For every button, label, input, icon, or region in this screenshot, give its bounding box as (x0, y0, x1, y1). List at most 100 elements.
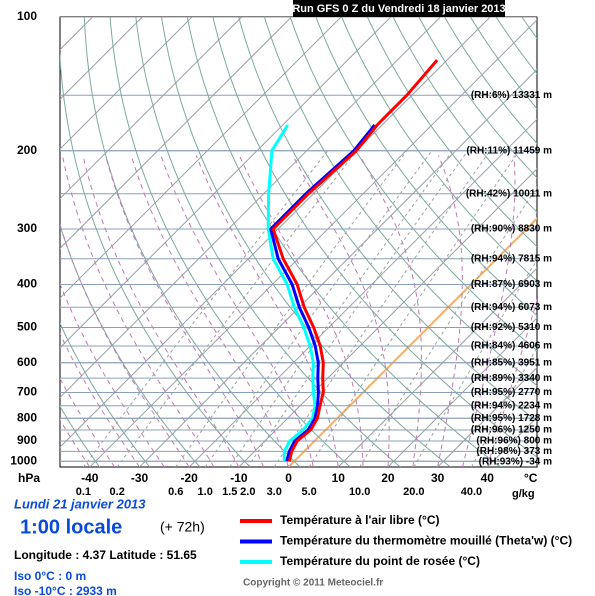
rh-label: (RH:94%) 2234 m (471, 400, 552, 411)
y-tick-label: 300 (17, 221, 37, 235)
moist-adiabat (437, 155, 463, 467)
w-tick-label: 3.0 (267, 486, 282, 498)
mixing-ratio-line (413, 259, 537, 467)
dry-adiabat (418, 17, 537, 179)
w-tick-label: 0.6 (168, 486, 183, 498)
x-tick-label: 40 (481, 471, 495, 485)
dry-adiabat (469, 17, 537, 110)
rh-label: (RH:98%) 373 m (476, 446, 552, 457)
w-tick-label: 2.0 (240, 486, 255, 498)
background-lines (0, 11, 595, 467)
x-tick-label: -40 (81, 471, 99, 485)
w-tick-label: 0.1 (76, 486, 91, 498)
y-tick-label: 1000 (10, 453, 37, 467)
legend-label: Température du thermomètre mouillé (Thet… (280, 534, 572, 548)
rh-label: (RH:42%) 10011 m (466, 188, 552, 199)
moist-adiabat (292, 155, 390, 467)
isotherm-extra (60, 17, 143, 101)
mixing-ratio-line (229, 150, 453, 467)
rh-label: (RH:6%) 13331 m (471, 90, 552, 101)
isotherm-extra (60, 17, 292, 250)
rh-label: (RH:90%) 8830 m (471, 224, 552, 235)
x-tick-label: 0 (285, 471, 292, 485)
dry-adiabat (212, 17, 537, 458)
rh-label: (RH:95%) 1728 m (471, 413, 552, 424)
rh-label: (RH:92%) 5310 m (471, 322, 552, 333)
moist-adiabat (105, 155, 265, 467)
moist-adiabat (60, 282, 165, 467)
w-tick-label: 40.0 (461, 486, 482, 498)
legend-label: Température à l'air libre (°C) (280, 513, 439, 527)
w-tick-label: 1.0 (198, 486, 213, 498)
rh-label: (RH:94%) 7815 m (471, 253, 552, 264)
valid-date: Lundi 21 janvier 2013 (14, 496, 146, 511)
rh-label: (RH:87%) 6903 m (471, 279, 552, 290)
dry-adiabat (238, 17, 537, 422)
rh-label: (RH:94%) 6073 m (471, 302, 552, 313)
x-tick-label: -10 (230, 471, 248, 485)
moist-adiabat (160, 155, 314, 467)
iso-10: Iso -10°C : 2933 m (14, 584, 117, 596)
rh-label: (RH:95%) 2770 m (471, 387, 552, 398)
y-tick-label: 100 (17, 9, 37, 23)
plot-area (59, 16, 538, 468)
rh-label: (RH:93%) -34 m (479, 457, 552, 468)
dry-adiabat (569, 11, 595, 467)
y-tick-label: 200 (17, 143, 37, 157)
rh-label: (RH:89%) 3340 m (471, 373, 552, 384)
x-tick-label: -30 (131, 471, 149, 485)
y-tick-label: 800 (17, 410, 37, 424)
dry-adiabat (60, 322, 151, 467)
mixing-ratio-line (247, 150, 468, 467)
soundings (266, 59, 439, 462)
sounding-line (271, 59, 439, 462)
dry-adiabat (186, 17, 501, 467)
moist-adiabat (195, 155, 339, 467)
y-tick-label: 700 (17, 385, 37, 399)
isotherm-extra (60, 17, 392, 349)
valid-time: 1:00 locale (20, 516, 122, 538)
isotherm-extra (0, 17, 43, 467)
w-tick-label: 1.5 (222, 486, 237, 498)
y-unit: hPa (18, 471, 40, 485)
dry-adiabat (543, 11, 595, 467)
lead-time: (+ 72h) (160, 519, 205, 535)
rh-label: (RH:85%) 3951 m (471, 357, 552, 368)
sounding-line (266, 124, 317, 462)
moist-adiabat (60, 222, 190, 467)
w-tick-label: 20.0 (403, 486, 424, 498)
moist-adiabat (61, 155, 215, 467)
dry-adiabat (341, 17, 537, 282)
rh-label: (RH:84%) 4606 m (471, 341, 552, 352)
mixing-ratio-line (82, 150, 328, 467)
dry-adiabat (366, 17, 537, 248)
rh-label: (RH:96%) 1250 m (471, 425, 552, 436)
dry-adiabat (315, 17, 537, 317)
sounding-line (269, 124, 376, 462)
w-unit: g/kg (512, 488, 535, 500)
dry-adiabat (289, 17, 537, 352)
copyright: Copyright © 2011 Meteociel.fr (243, 578, 383, 589)
title-box (293, 0, 505, 17)
mixing-ratio-line (359, 186, 537, 467)
dry-adiabat (60, 49, 251, 467)
isotherm-extra (60, 17, 342, 299)
w-tick-label: 0.2 (110, 486, 125, 498)
legend-label: Température du point de rosée (°C) (280, 554, 480, 568)
rh-label: (RH:11%) 11459 m (466, 145, 552, 156)
dry-adiabat (263, 17, 537, 387)
dry-adiabat (444, 17, 537, 145)
y-tick-label: 600 (17, 355, 37, 369)
mixing-ratio-line (308, 150, 520, 467)
dry-adiabat (109, 17, 351, 467)
x-tick-label: -20 (181, 471, 199, 485)
y-tick-label: 400 (17, 277, 37, 291)
w-tick-label: 5.0 (301, 486, 316, 498)
isotherm-extra (60, 17, 193, 150)
dry-adiabat (83, 17, 301, 467)
chart-title: Run GFS 0 Z du Vendredi 18 janvier 2013 (292, 3, 505, 15)
y-tick-label: 900 (17, 433, 37, 447)
moist-adiabat (82, 155, 240, 467)
moist-adiabat (486, 298, 537, 467)
location: Longitude : 4.37 Latitude : 51.65 (14, 548, 197, 562)
